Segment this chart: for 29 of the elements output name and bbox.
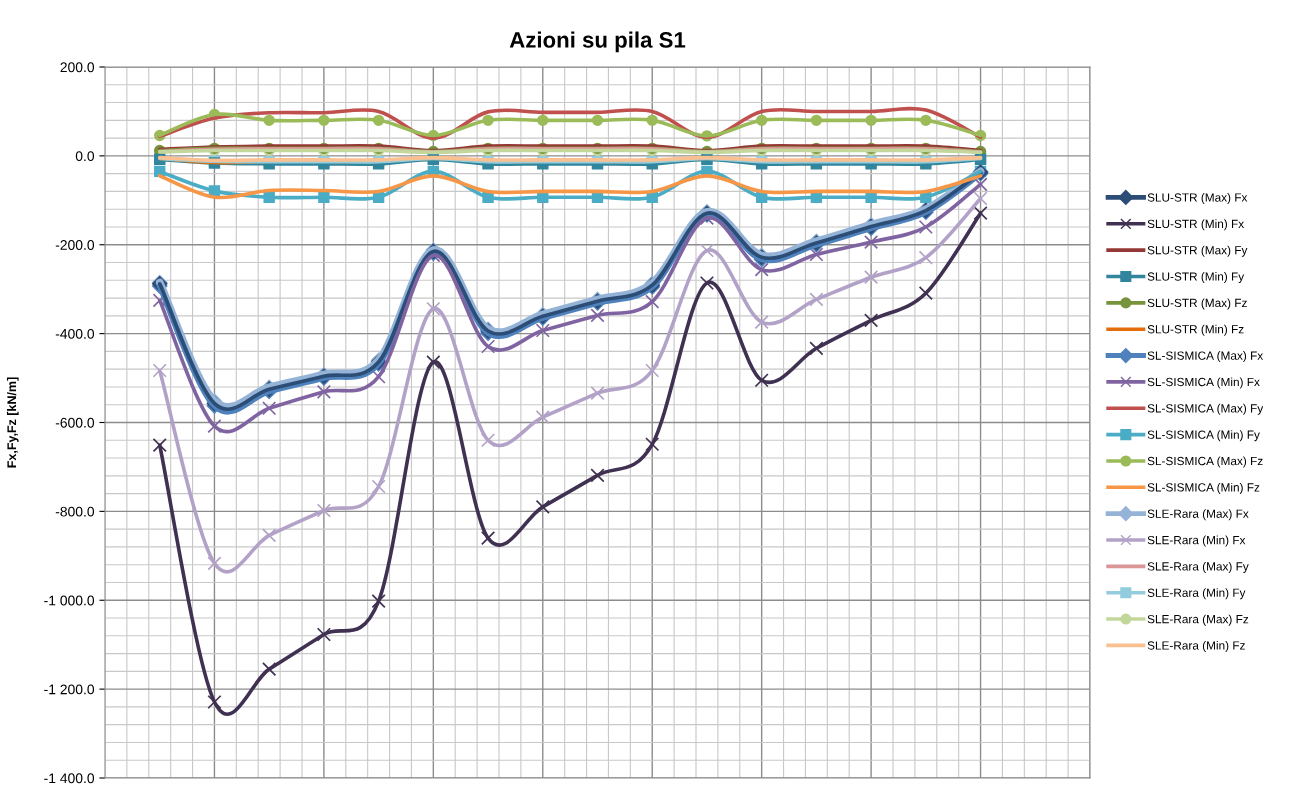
- legend-label: SL-SISMICA (Min) Fz: [1147, 482, 1260, 494]
- legend-label: SL-SISMICA (Min) Fx: [1147, 377, 1260, 389]
- legend-label: SL-SISMICA (Max) Fy: [1147, 403, 1264, 415]
- y-tick-label: -1 200.0: [44, 684, 95, 695]
- legend-label: SLU-STR (Max) Fz: [1147, 298, 1247, 310]
- legend-label: SLE-Rara (Max) Fy: [1147, 561, 1249, 573]
- legend-label: SLU-STR (Max) Fy: [1147, 245, 1248, 257]
- legend-label: SLU-STR (Min) Fy: [1147, 272, 1245, 284]
- legend-label: SL-SISMICA (Min) Fy: [1147, 430, 1260, 442]
- legend-label: SLU-STR (Max) Fx: [1147, 193, 1248, 204]
- legend-label: SLU-STR (Min) Fz: [1147, 324, 1244, 336]
- legend-label: SLE-Rara (Min) Fz: [1147, 640, 1245, 652]
- y-tick-label: -800.0: [55, 506, 95, 517]
- y-tick-label: 0.0: [75, 151, 95, 162]
- y-tick-label: -200.0: [55, 240, 95, 250]
- legend-label: SL-SISMICA (Max) Fx: [1147, 351, 1264, 363]
- legend-label: SLE-Rara (Min) Fx: [1147, 535, 1246, 547]
- legend-label: SLE-Rara (Max) Fz: [1147, 614, 1249, 626]
- y-tick-label: -600.0: [55, 417, 95, 428]
- y-tick-label: -1 000.0: [44, 595, 95, 606]
- legend-label: SLE-Rara (Max) Fx: [1147, 509, 1249, 521]
- y-axis-title: Fx,Fy,Fz [kN/m]: [6, 377, 19, 468]
- y-tick-label: -400.0: [55, 328, 95, 339]
- y-tick-label: -1 400.0: [44, 773, 95, 784]
- legend-label: SLU-STR (Min) Fx: [1147, 219, 1245, 231]
- legend-label: SL-SISMICA (Max) Fz: [1147, 456, 1263, 468]
- legend-label: SLE-Rara (Min) Fy: [1147, 588, 1246, 600]
- y-tick-label: 200.0: [60, 62, 95, 73]
- chart-title: Azioni su pila S1: [509, 31, 686, 53]
